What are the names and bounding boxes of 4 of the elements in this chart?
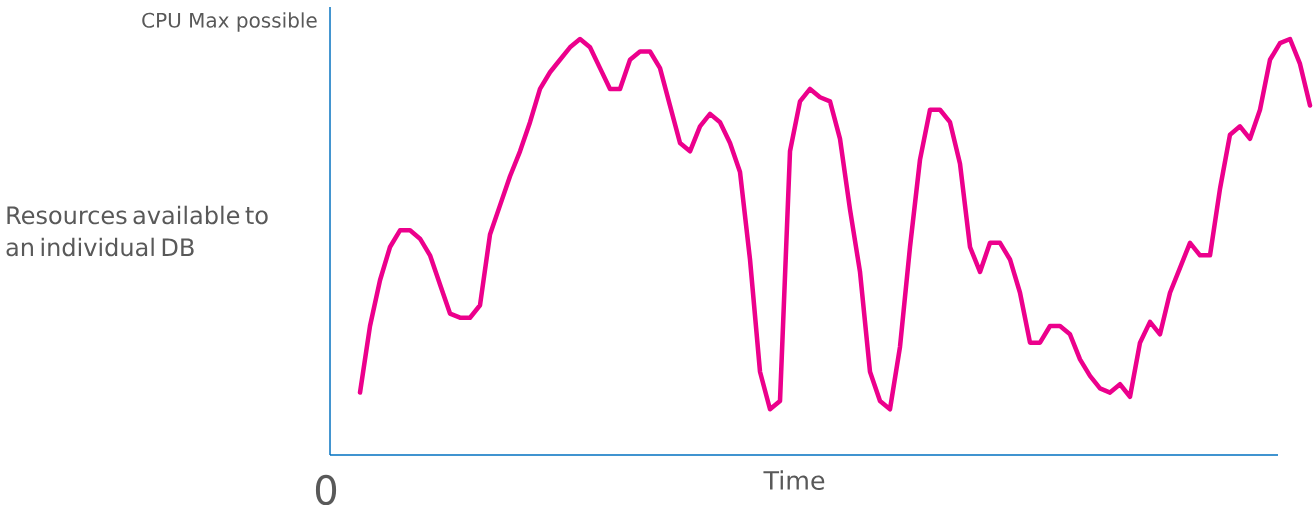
text: 0 bbox=[315, 474, 337, 506]
text: CPU Max possible bbox=[142, 12, 317, 32]
y-axis-title: Resources available to an individual DB bbox=[6, 205, 268, 257]
x-axis-title: Time bbox=[763, 470, 825, 490]
